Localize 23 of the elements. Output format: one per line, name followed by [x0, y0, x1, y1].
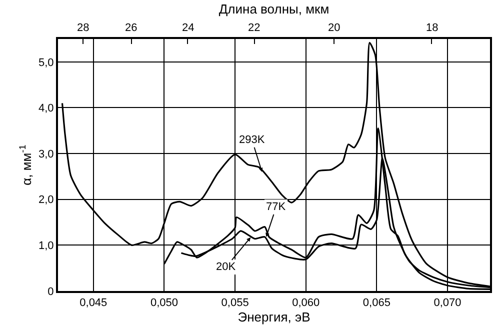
x-tick-label: 0,070 — [434, 297, 462, 310]
y-tick-label: 1,0 — [38, 240, 54, 252]
y-tick-label: 2,0 — [38, 194, 54, 206]
annotation: 20K — [216, 261, 236, 273]
annotation: 77K — [266, 201, 286, 213]
text: 26 — [125, 22, 138, 34]
text: 22 — [248, 22, 260, 34]
y-tick-label: 4,0 — [38, 102, 54, 115]
text: 18 — [426, 22, 438, 34]
y-tick-label: 0 — [48, 286, 54, 298]
x-tick-label: 0,060 — [292, 297, 320, 310]
y-tick-label: 3,0 — [38, 148, 54, 160]
annotation: 293K — [239, 134, 266, 146]
x-tick-label: 0,055 — [221, 297, 249, 310]
x-tick-label: 0,065 — [362, 297, 390, 310]
x-axis-title: Энергия, эВ — [238, 309, 310, 324]
x-tick-label: 0,050 — [150, 297, 178, 310]
x-tick-label: 0,045 — [80, 297, 108, 310]
text: 20 — [328, 22, 340, 34]
x2-axis-title: Длина волны, мкм — [218, 1, 330, 16]
text: 28 — [77, 22, 90, 34]
y-tick-label: 5,0 — [38, 56, 54, 69]
text: 24 — [182, 22, 194, 34]
